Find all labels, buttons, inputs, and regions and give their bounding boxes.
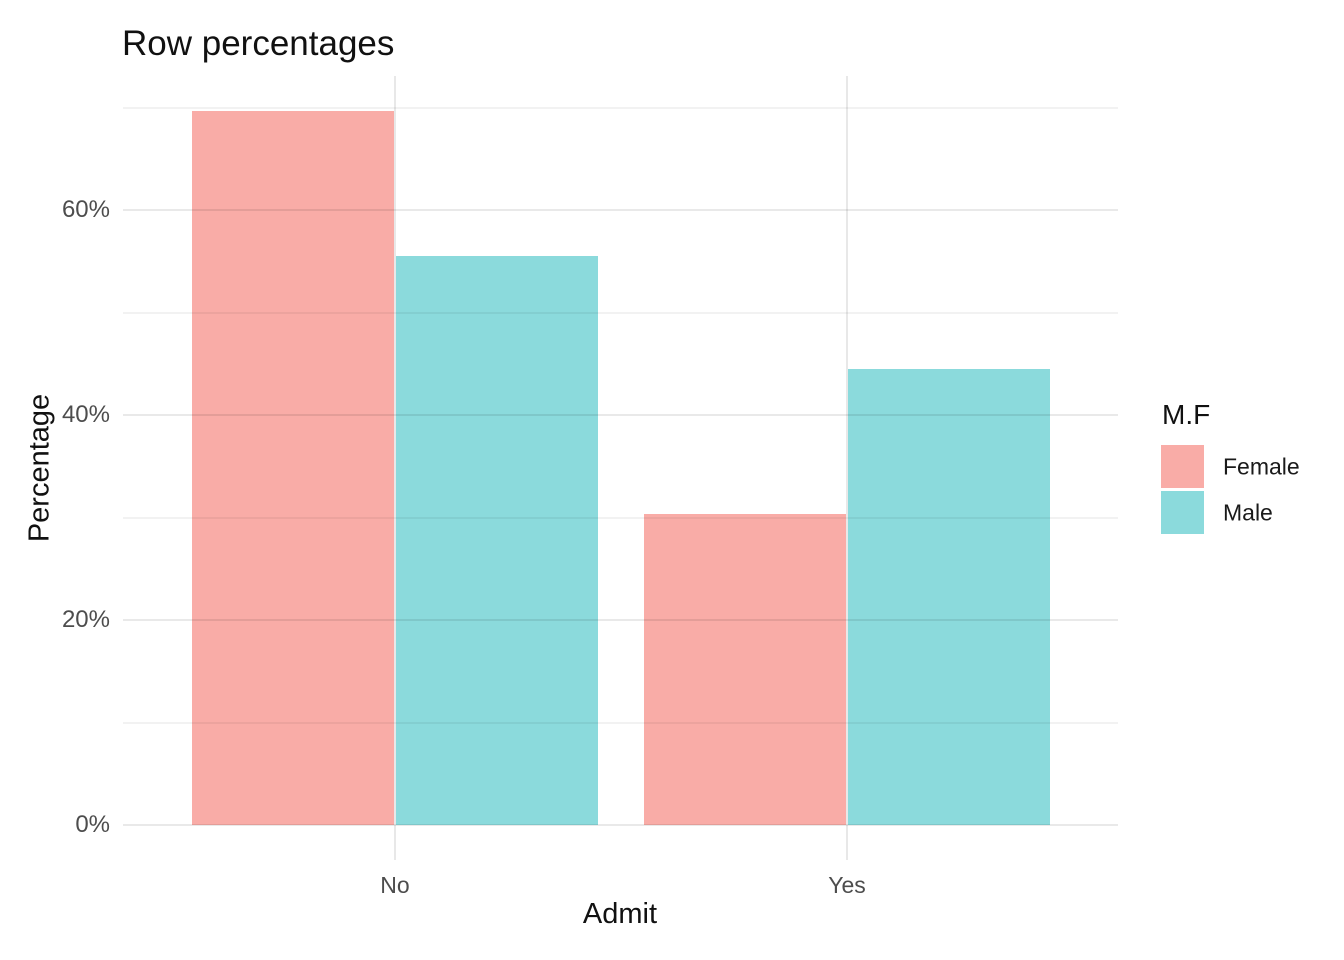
legend-item-male: Male — [1161, 491, 1341, 534]
chart-title: Row percentages — [122, 24, 395, 63]
major-gridline-40pct — [123, 414, 1118, 416]
bar-male-no — [396, 256, 598, 825]
bar-male-yes — [848, 369, 1050, 825]
major-gridline-20pct — [123, 619, 1118, 621]
vertical-gridline-no — [394, 76, 396, 860]
major-gridline-0pct — [123, 824, 1118, 826]
vertical-gridline-yes — [846, 76, 848, 860]
x-axis-title: Admit — [582, 898, 658, 930]
minor-gridline-30pct — [123, 517, 1118, 519]
bar-female-yes — [644, 514, 846, 825]
y-tick-label-20: 20% — [61, 606, 110, 633]
legend-swatch-male — [1161, 491, 1204, 534]
y-tick-label-60: 60% — [61, 196, 110, 223]
x-tick-label-no: No — [380, 872, 410, 898]
y-axis-title: Percentage — [23, 393, 56, 543]
bar-female-no — [192, 111, 394, 825]
minor-gridline-70pct — [123, 107, 1118, 109]
legend-label-male: Male — [1223, 499, 1273, 525]
legend-swatch-female — [1161, 445, 1204, 488]
major-gridline-60pct — [123, 209, 1118, 211]
minor-gridline-10pct — [123, 722, 1118, 724]
legend-title: M.F — [1162, 399, 1211, 430]
x-tick-label-yes: Yes — [828, 872, 866, 898]
y-tick-label-40: 40% — [61, 401, 110, 428]
legend-item-female: Female — [1161, 445, 1341, 488]
minor-gridline-50pct — [123, 312, 1118, 314]
legend-label-female: Female — [1223, 453, 1300, 479]
y-tick-label-0: 0% — [75, 811, 110, 838]
